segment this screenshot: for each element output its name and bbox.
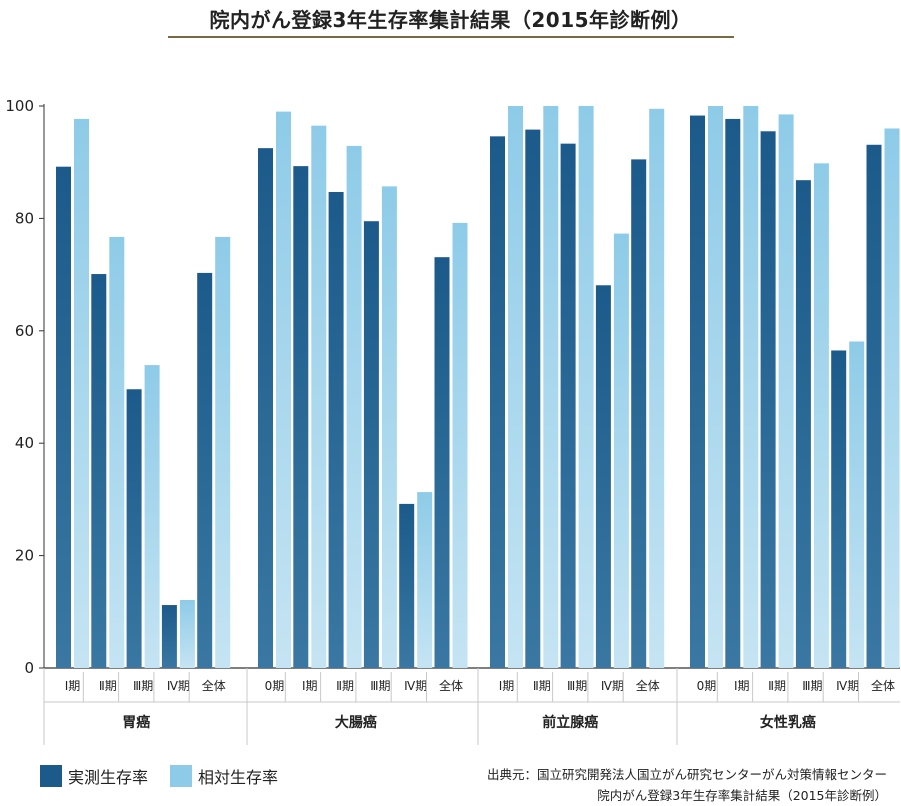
bar-measured [866,144,882,668]
bar-relative [743,106,759,668]
legend-item-measured: 実測生存率 [40,764,148,788]
x-tick-label: Ⅰ期 [65,679,81,693]
bar-measured [161,605,177,668]
bar-relative [613,233,629,668]
legend-label-relative: 相対生存率 [198,768,279,787]
bar-measured [631,159,647,668]
title-underline [168,36,734,38]
x-tick-label: 全体 [439,678,463,693]
x-tick-label: Ⅲ期 [133,679,153,693]
bar-relative [109,236,125,669]
x-tick-label: Ⅰ期 [734,679,750,693]
x-tick-label: Ⅲ期 [567,679,587,693]
bar-relative [543,106,559,668]
bar-measured [197,272,213,668]
x-tick-label: 全体 [202,678,226,693]
group-label: 前立腺癌 [542,714,598,731]
legend-swatch-relative [170,765,193,787]
x-tick-label: Ⅱ期 [99,679,117,693]
y-tick-label: 0 [24,659,34,677]
bar-measured [831,350,847,668]
bar-relative [381,186,397,668]
bar-measured [690,115,705,668]
bar-measured [490,136,505,668]
legend: 実測生存率 相対生存率 [40,764,300,788]
x-tick-label: 全体 [636,678,660,693]
bar-relative [179,599,195,668]
x-tick-label: Ⅲ期 [370,679,390,693]
bar-relative [215,236,231,669]
x-tick-label: Ⅱ期 [533,679,551,693]
source-line-2: 院内がん登録3年生存率集計結果（2015年診断例） [597,788,887,803]
bar-measured [56,166,71,669]
x-tick-label: Ⅳ期 [167,679,190,693]
bar-relative [813,163,829,668]
bar-measured [760,131,776,669]
x-tick-label: Ⅲ期 [802,679,822,693]
bar-measured [399,503,415,668]
bar-relative [74,118,89,668]
x-tick-label: Ⅱ期 [768,679,786,693]
x-tick-label: Ⅰ期 [499,679,515,693]
y-tick-label: 20 [15,547,34,565]
y-tick-label: 80 [15,209,34,227]
bar-relative [884,128,900,669]
bar-relative [346,145,362,669]
bar-relative [508,106,523,668]
bar-measured [363,221,379,668]
group-label: 女性乳癌 [760,714,816,731]
x-tick-label: 0期 [697,679,717,693]
legend-swatch-measured [40,765,62,787]
chart-title: 院内がん登録3年生存率集計結果（2015年診断例） [209,8,692,32]
bar-measured [293,166,309,668]
legend-label-measured: 実測生存率 [68,768,149,787]
bar-relative [311,125,327,669]
bar-relative [417,492,433,668]
bar-measured [560,143,576,669]
group-label: 胃癌 [122,714,150,731]
x-tick-label: Ⅰ期 [302,679,318,693]
y-tick-label: 100 [5,97,34,115]
x-tick-label: Ⅳ期 [836,679,859,693]
bar-measured [91,274,107,668]
bar-relative [649,108,665,668]
x-tick-label: Ⅳ期 [404,679,427,693]
bar-relative [276,111,291,669]
bar-measured [595,285,611,668]
x-tick-label: 0期 [265,679,285,693]
bar-relative [778,114,794,669]
legend-item-relative: 相対生存率 [170,764,278,788]
bar-relative [452,222,468,668]
bar-relative [578,106,594,668]
bar-measured [328,191,344,668]
bar-measured [126,389,142,668]
bar-relative [849,341,865,668]
bar-relative [708,106,723,668]
x-tick-label: 全体 [871,678,895,693]
group-label: 大腸癌 [335,714,377,731]
bar-measured [258,148,273,668]
x-tick-label: Ⅱ期 [336,679,354,693]
bar-measured [434,257,450,668]
source-note: 出典元：国立研究開発法人国立がん研究センターがん対策情報センター 院内がん登録3… [487,764,887,806]
bar-measured [525,129,541,668]
bar-measured [795,180,811,668]
source-line-1: 出典元：国立研究開発法人国立がん研究センターがん対策情報センター [486,767,887,782]
y-tick-label: 60 [15,322,34,340]
bar-measured [725,118,741,668]
bar-relative [144,365,160,668]
x-tick-label: Ⅳ期 [601,679,624,693]
y-tick-label: 40 [15,434,34,452]
